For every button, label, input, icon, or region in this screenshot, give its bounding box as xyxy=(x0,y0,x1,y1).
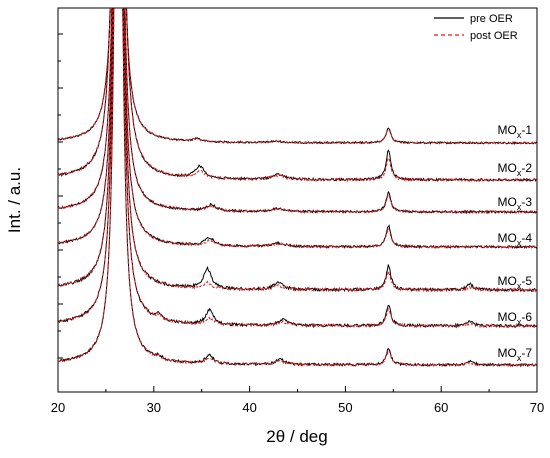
legend-label-post: post OER xyxy=(470,30,518,42)
sample-label-7: MOx-7 xyxy=(497,346,532,363)
series-post-3 xyxy=(58,8,537,215)
x-tick-label: 70 xyxy=(530,400,544,415)
x-axis-title: 2θ / deg xyxy=(266,427,327,446)
x-tick-label: 60 xyxy=(434,400,448,415)
x-tick-labels: 20 30 40 50 60 70 xyxy=(51,400,544,415)
curves-layer xyxy=(58,8,537,368)
x-tick-label: 40 xyxy=(242,400,256,415)
sample-label-2: MOx-2 xyxy=(497,161,532,178)
series-post-7 xyxy=(58,8,537,368)
series-post-5 xyxy=(58,8,537,293)
x-tick-label: 20 xyxy=(51,400,65,415)
y-axis-title: Int. / a.u. xyxy=(5,167,24,233)
sample-label-5: MOx-5 xyxy=(497,274,532,291)
series-pre-1 xyxy=(58,8,537,145)
series-pre-7 xyxy=(58,8,537,368)
series-post-4 xyxy=(58,8,537,250)
series-post-6 xyxy=(58,8,537,329)
series-post-1 xyxy=(58,8,537,145)
sample-label-1: MOx-1 xyxy=(497,123,532,140)
sample-labels: MOx-1 MOx-2 MOx-3 MOx-4 MOx-5 MOx-6 MOx-7 xyxy=(497,123,532,363)
x-tick-label: 30 xyxy=(147,400,161,415)
x-tick-label: 50 xyxy=(338,400,352,415)
series-post-2 xyxy=(58,8,537,183)
legend-label-pre: pre OER xyxy=(470,13,513,25)
sample-label-3: MOx-3 xyxy=(497,195,532,212)
sample-label-6: MOx-6 xyxy=(497,310,532,327)
series-pre-2 xyxy=(58,8,537,182)
sample-label-4: MOx-4 xyxy=(497,231,532,248)
legend: pre OER post OER xyxy=(434,13,518,42)
ticks-layer xyxy=(57,33,538,392)
